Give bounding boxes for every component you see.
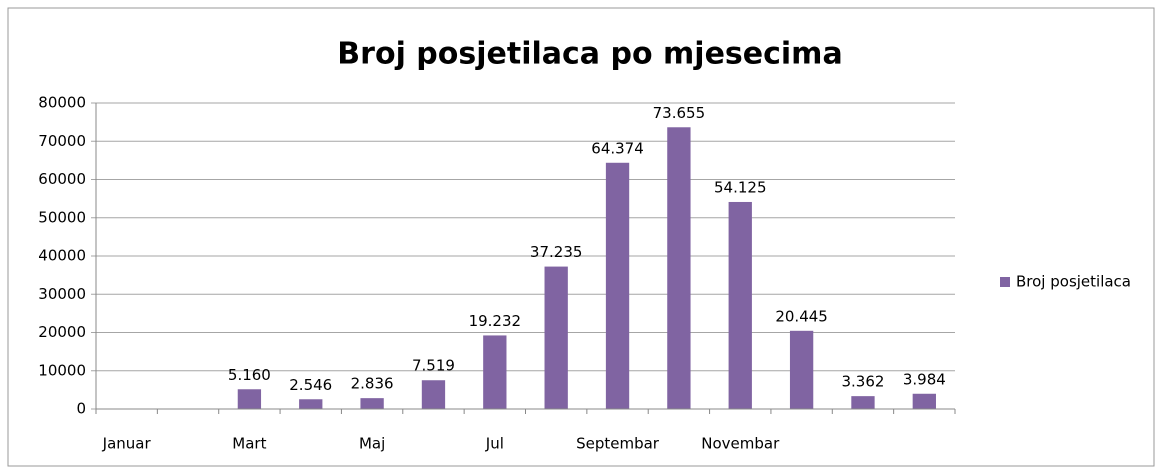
data-label: 7.519 [412,357,455,375]
chart-title: Broj posjetilaca po mjesecima [337,37,842,72]
data-label: 73.655 [653,104,706,122]
bar [421,380,446,409]
x-tick-label: Septembar [576,435,660,453]
x-tick-label: Novembar [701,435,780,453]
bar [544,266,568,409]
y-tick-label: 80000 [38,94,86,112]
bar [912,393,936,409]
legend-swatch [1000,277,1010,287]
bar [667,127,691,409]
data-label: 2.546 [289,376,332,394]
y-tick-label: 20000 [38,323,86,341]
data-label: 37.235 [530,243,583,261]
data-label: 3.362 [841,373,884,391]
data-label: 5.160 [228,366,271,384]
bar [789,330,814,409]
data-label: 19.232 [469,312,522,330]
x-tick-label: Jul [485,435,504,453]
y-tick-label: 0 [76,400,86,418]
data-label: 2.836 [351,375,394,393]
x-tick-label: Maj [359,435,385,453]
y-tick-label: 10000 [38,361,86,379]
y-tick-label: 70000 [38,132,86,150]
chart-border [7,7,1155,467]
bar [483,335,507,409]
bar [851,396,875,409]
data-label: 54.125 [714,178,767,196]
data-label: 20.445 [775,307,828,325]
bar [237,389,262,409]
y-tick-label: 30000 [38,285,86,303]
y-tick-label: 40000 [38,247,86,265]
bar [299,399,323,409]
x-tick-label: Januar [102,435,152,453]
y-tick-label: 60000 [38,170,86,188]
x-tick-label: Mart [232,435,266,453]
data-label: 64.374 [591,139,644,157]
bar [728,201,752,409]
legend-label: Broj posjetilaca [1016,273,1131,291]
y-tick-label: 50000 [38,208,86,226]
bar [605,162,630,409]
data-label: 3.984 [903,370,946,388]
bar [360,398,384,409]
